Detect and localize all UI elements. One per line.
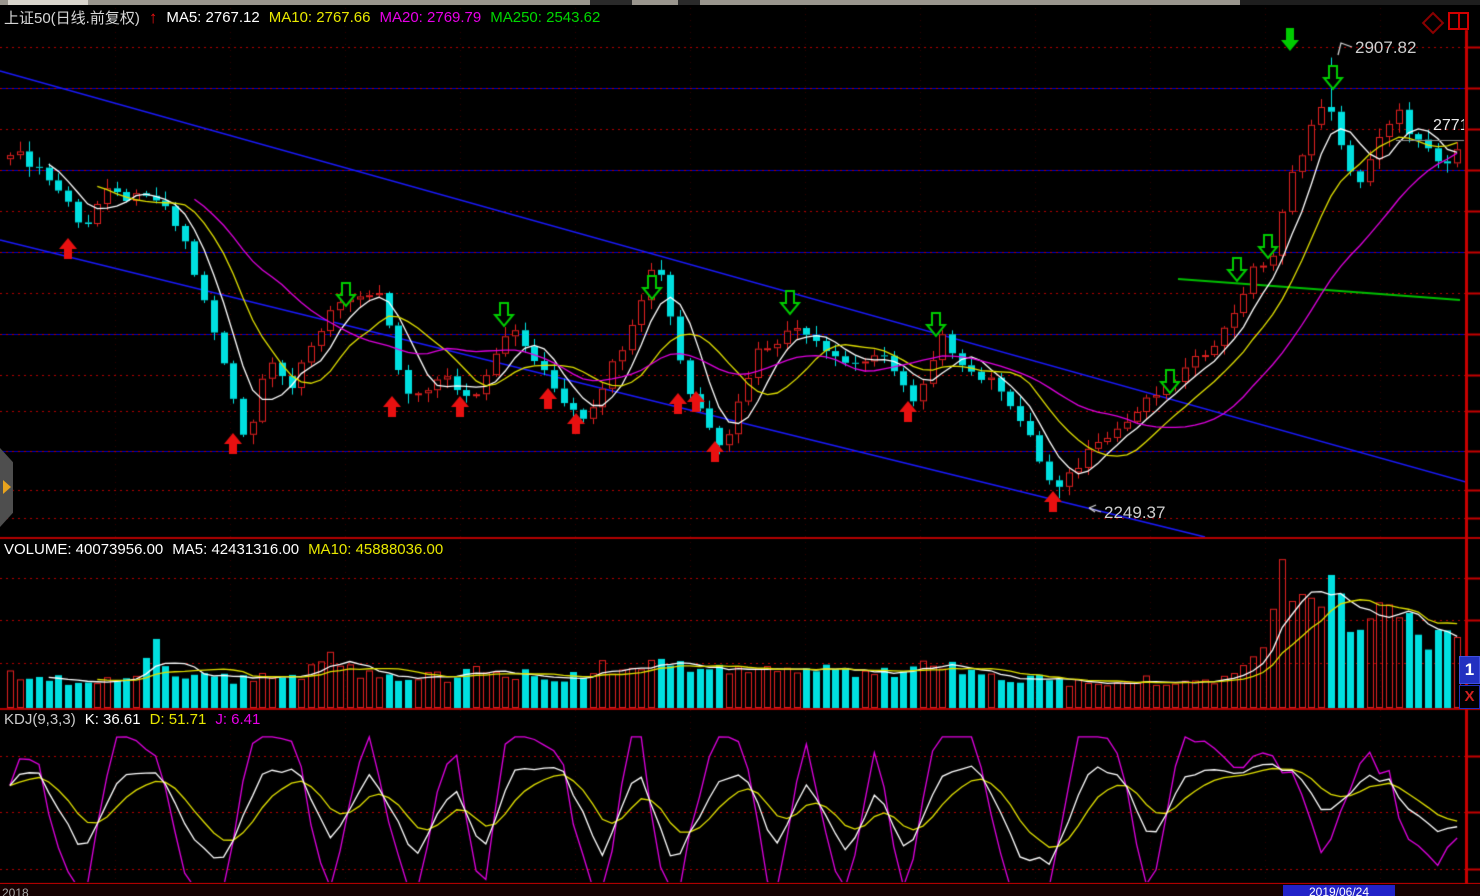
pane-close-button[interactable]: X	[1459, 685, 1480, 709]
kdj-k-readout: K: 36.61	[84, 711, 141, 728]
buy-signal-icon: ↑	[148, 7, 158, 27]
ma10-readout: MA10: 2767.66	[268, 9, 371, 26]
peak-price-label: 2907.82	[1355, 38, 1417, 57]
date-axis-highlight: 2019/06/24	[1283, 885, 1395, 896]
volume-ma5-readout: MA5: 42431316.00	[172, 541, 300, 558]
kdj-j-readout: J: 6.41	[215, 711, 261, 728]
kdj-name: KDJ(9,3,3)	[4, 711, 76, 728]
date-axis-bar[interactable]: 2018 2019/06/24	[0, 884, 1480, 896]
kdj-d-readout: D: 51.71	[149, 711, 207, 728]
split-window-icon[interactable]	[1448, 12, 1469, 30]
trough-price-label: 2249.37	[1104, 503, 1166, 522]
ma20-readout: MA20: 2769.79	[379, 9, 482, 26]
ma5-readout: MA5: 2767.12	[166, 9, 260, 26]
panel-expand-handle[interactable]	[0, 448, 13, 527]
volume-ma10-readout: MA10: 45888036.00	[308, 541, 444, 558]
volume-readout: VOLUME: 40073956.00	[4, 541, 164, 558]
ma250-readout: MA250: 2543.62	[490, 9, 601, 26]
window-top-notch	[590, 0, 632, 5]
expand-arrow-icon	[3, 480, 11, 494]
pane-scale-button[interactable]: 1	[1459, 656, 1480, 684]
window-top-notch	[678, 0, 700, 5]
kdj-header: KDJ(9,3,3) K: 36.61 D: 51.71 J: 6.41	[4, 711, 260, 728]
window-top-tab	[8, 0, 88, 5]
volume-header: VOLUME: 40073956.00 MA5: 42431316.00 MA1…	[4, 541, 443, 558]
split-window-divider	[1457, 14, 1460, 28]
main-chart-header: 上证50(日线.前复权) ↑ MA5: 2767.12 MA10: 2767.6…	[4, 7, 600, 28]
date-axis-left-label: 2018	[2, 886, 29, 896]
symbol-title: 上证50(日线.前复权)	[4, 10, 140, 27]
window-top-strip-dark	[1240, 0, 1480, 5]
